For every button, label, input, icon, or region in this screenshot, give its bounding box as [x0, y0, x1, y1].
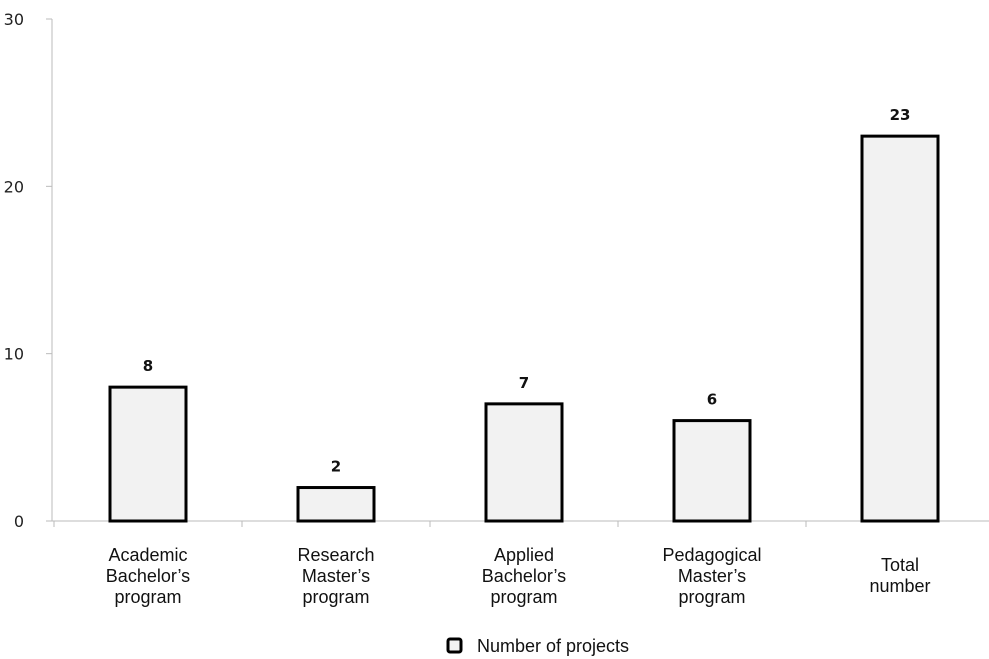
y-tick-label: 30 [4, 10, 24, 29]
category-label-line: Bachelor’s [482, 566, 566, 586]
y-tick-label: 20 [4, 177, 24, 196]
bars [108, 134, 940, 523]
legend-label: Number of projects [477, 636, 629, 656]
category-label: Research Master’s program [297, 545, 374, 607]
category-label-line: Total [881, 555, 919, 575]
category-label-line: number [869, 576, 930, 596]
category-label-line: program [490, 587, 557, 607]
bar [672, 419, 752, 523]
category-label-line: Academic [108, 545, 187, 565]
category-label: Applied Bachelor’s program [482, 545, 566, 607]
legend-swatch [446, 637, 463, 654]
bar [108, 385, 188, 523]
category-label-line: Research [297, 545, 374, 565]
category-label-line: Applied [494, 545, 554, 565]
y-axis: 0 10 20 30 [4, 10, 53, 531]
category-label-line: Master’s [678, 566, 746, 586]
data-label: 8 [143, 357, 153, 375]
data-label: 6 [707, 391, 717, 409]
category-label-line: program [678, 587, 745, 607]
data-label: 2 [331, 458, 341, 476]
data-label: 23 [890, 106, 911, 124]
y-tick-label: 10 [4, 345, 24, 364]
y-tick-label: 0 [14, 512, 24, 531]
bar [296, 486, 376, 523]
category-label: Academic Bachelor’s program [106, 545, 190, 607]
category-label-line: Pedagogical [662, 545, 761, 565]
legend: Number of projects [446, 636, 629, 656]
bar [860, 134, 940, 523]
category-label-line: program [114, 587, 181, 607]
category-label-line: program [302, 587, 369, 607]
category-label: Pedagogical Master’s program [662, 545, 761, 607]
data-labels: 8 2 7 6 23 [143, 106, 911, 475]
category-label-line: Master’s [302, 566, 370, 586]
category-label-line: Bachelor’s [106, 566, 190, 586]
bar [484, 402, 564, 523]
category-label: Total number [869, 555, 930, 596]
data-label: 7 [519, 374, 529, 392]
